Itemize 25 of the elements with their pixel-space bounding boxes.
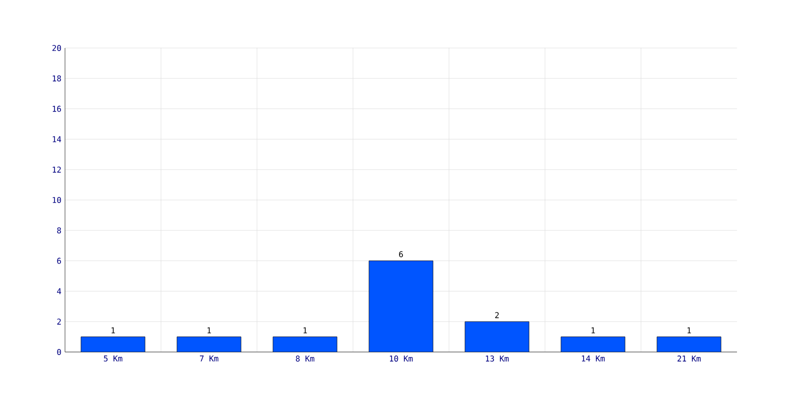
y-tick-label: 10 [52, 196, 61, 204]
x-tick-label: 8 Km [296, 356, 314, 362]
x-tick-label: 7 Km [200, 356, 218, 362]
x-tick-label: 21 Km [678, 356, 701, 362]
y-tick-label: 14 [52, 136, 62, 142]
x-tick-label: 14 Km [582, 356, 605, 362]
data-label: 1 [208, 327, 211, 334]
data-label: 1 [112, 327, 115, 334]
data-label: 6 [399, 251, 403, 258]
x-tick-label: 5 Km [104, 356, 122, 362]
data-label: 2 [495, 312, 499, 318]
y-tick-label: 2 [57, 318, 61, 325]
data-label: 1 [592, 327, 595, 334]
y-tick-label: 20 [52, 44, 61, 52]
y-tick-label: 8 [57, 227, 61, 234]
y-tick-label: 4 [57, 288, 62, 294]
y-tick-label: 16 [52, 106, 61, 112]
x-tick-label: 13 Km [486, 356, 509, 362]
y-tick-label: 6 [57, 258, 61, 264]
data-label: 1 [304, 327, 307, 334]
data-label: 1 [688, 327, 691, 334]
y-tick-label: 12 [52, 166, 61, 173]
y-tick-label: 18 [52, 75, 61, 82]
y-tick-label: 0 [57, 348, 61, 356]
x-tick-label: 10 Km [390, 356, 413, 362]
